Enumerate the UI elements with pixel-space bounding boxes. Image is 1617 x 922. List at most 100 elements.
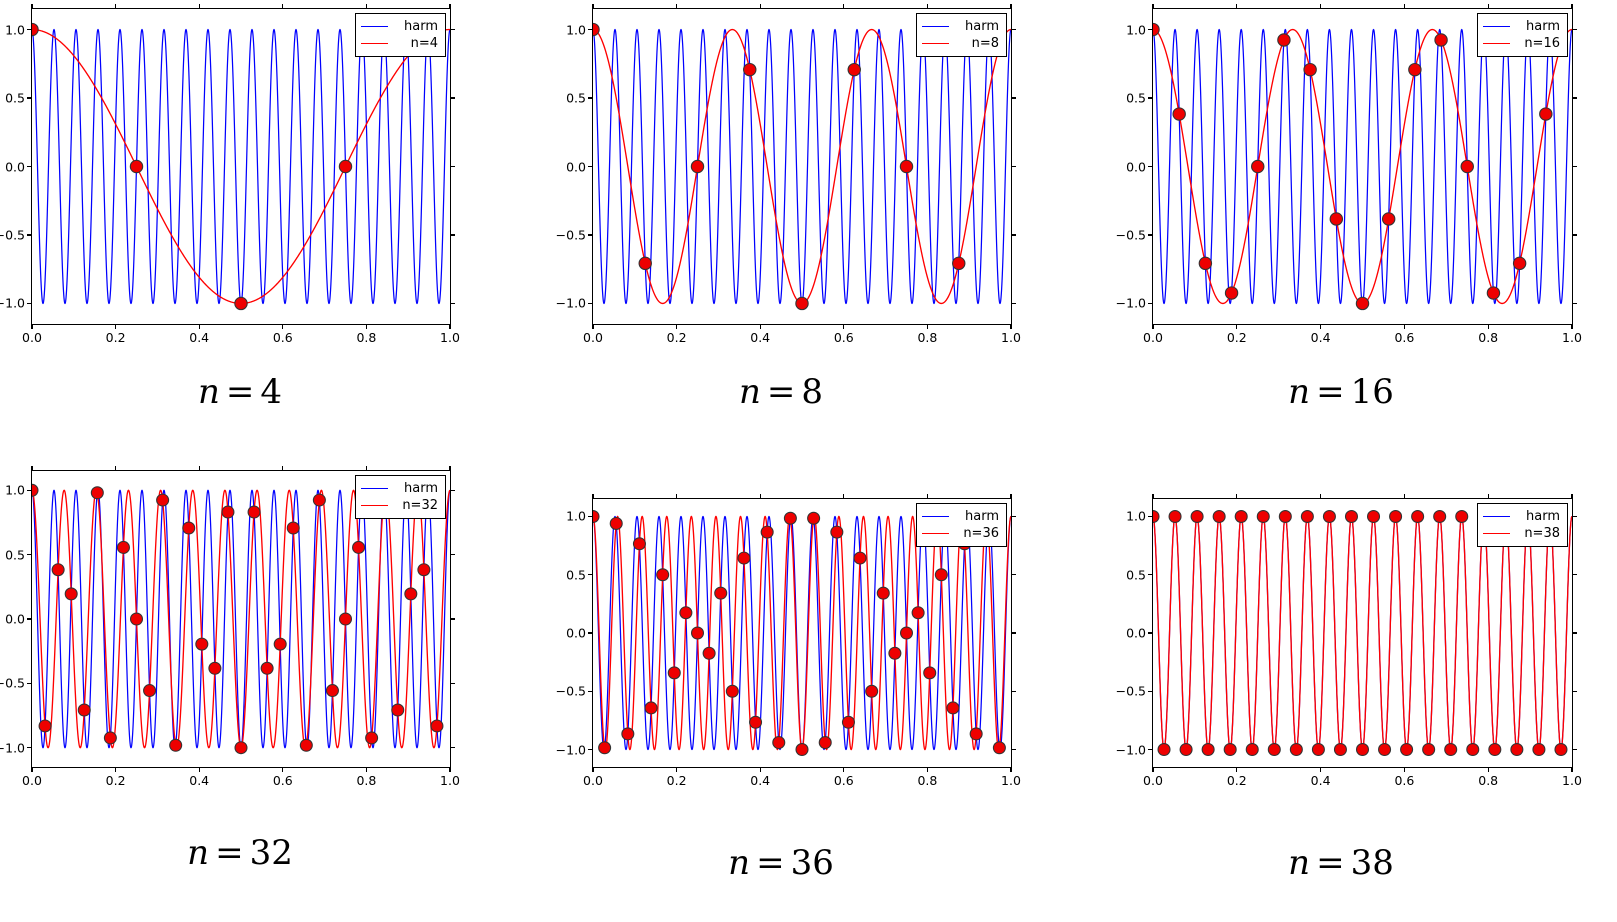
legend[interactable]: harm n=36 bbox=[916, 503, 1007, 547]
legend-item-harm[interactable]: harm bbox=[922, 508, 999, 525]
sample-marker bbox=[338, 159, 353, 174]
sample-marker bbox=[1488, 743, 1502, 757]
y-tick-label: −1.0 bbox=[0, 295, 25, 311]
sample-marker bbox=[260, 661, 274, 675]
legend[interactable]: harm n=4 bbox=[355, 13, 446, 57]
x-tick-mark-top bbox=[843, 4, 845, 9]
legend[interactable]: harm n=8 bbox=[916, 13, 1007, 57]
y-tick-mark-right bbox=[1011, 97, 1016, 99]
y-tick-mark bbox=[588, 302, 593, 305]
sample-marker bbox=[1344, 509, 1358, 523]
x-tick-mark-top bbox=[1487, 494, 1489, 499]
sample-marker bbox=[749, 715, 763, 729]
legend-item-samples[interactable]: n=38 bbox=[1483, 525, 1560, 542]
sample-marker bbox=[1303, 62, 1317, 77]
legend-line-swatch bbox=[922, 516, 949, 517]
legend-item-samples[interactable]: n=32 bbox=[361, 497, 438, 514]
sample-marker bbox=[391, 703, 405, 717]
y-tick-mark bbox=[27, 553, 32, 556]
x-tick-mark-top bbox=[1571, 4, 1573, 9]
curve-layer bbox=[593, 22, 1011, 311]
subplot-caption: n = 36 bbox=[541, 843, 1021, 883]
y-tick-label: 1.0 bbox=[566, 508, 586, 524]
y-tick-mark bbox=[588, 234, 593, 236]
legend-item-samples[interactable]: n=4 bbox=[361, 35, 438, 52]
sample-marker bbox=[195, 637, 209, 651]
sample-marker bbox=[847, 62, 861, 77]
y-tick-mark-right bbox=[1572, 234, 1577, 236]
y-tick-mark-right bbox=[450, 489, 455, 491]
sample-marker bbox=[1311, 743, 1325, 757]
sample-marker bbox=[865, 684, 879, 698]
x-tick-label: 0.8 bbox=[917, 330, 938, 345]
subplot-panel-n8: 1.0 0.5 0.0 −0.5 −1.0 0.0 0.2 0.4 0.6 0.8 1.0 harm n… bbox=[541, 0, 1021, 922]
plot-axes: 1.0 0.5 0.0 −0.5 −1.0 0.0 0.2 0.4 0.6 0.8 1.0 harm n… bbox=[556, 4, 1021, 345]
sample-marker bbox=[312, 493, 326, 507]
sample-marker bbox=[795, 743, 809, 757]
sample-marker bbox=[876, 586, 890, 600]
x-tick-mark-top bbox=[1487, 4, 1489, 9]
x-tick-label: 0.8 bbox=[356, 330, 377, 345]
sample-marker bbox=[208, 661, 222, 675]
sample-marker bbox=[1466, 743, 1480, 757]
x-tick-mark bbox=[592, 324, 594, 329]
legend-item-samples[interactable]: n=8 bbox=[922, 35, 999, 52]
x-tick-label: 0.4 bbox=[750, 773, 771, 788]
legend[interactable]: harm n=16 bbox=[1477, 13, 1568, 57]
y-tick-mark-right bbox=[1572, 165, 1577, 168]
legend-item-harm[interactable]: harm bbox=[1483, 508, 1560, 525]
legend-label: harm bbox=[1526, 19, 1560, 34]
legend-item-samples[interactable]: n=16 bbox=[1483, 35, 1560, 52]
sample-marker bbox=[1367, 509, 1381, 523]
x-tick-label: 1.0 bbox=[440, 330, 460, 345]
sample-marker bbox=[690, 626, 705, 640]
sample-marker bbox=[404, 587, 418, 601]
x-tick-mark bbox=[365, 324, 368, 329]
x-tick-mark-top bbox=[675, 494, 678, 499]
x-tick-mark bbox=[31, 324, 33, 329]
legend-item-samples[interactable]: n=36 bbox=[922, 525, 999, 542]
sample-marker bbox=[830, 525, 844, 539]
legend-item-harm[interactable]: harm bbox=[361, 18, 438, 35]
sample-marker bbox=[286, 521, 300, 535]
legend-item-harm[interactable]: harm bbox=[361, 480, 438, 497]
y-tick-label: 0.5 bbox=[566, 567, 586, 583]
x-tick-label: 0.6 bbox=[272, 330, 293, 345]
x-tick-mark-top bbox=[759, 494, 761, 499]
subplot-panel-n38: 1.0 0.5 0.0 −0.5 −1.0 0.0 0.2 0.4 0.6 0.8 1.0 harm n… bbox=[1101, 0, 1582, 922]
sample-marker bbox=[1389, 509, 1403, 523]
sample-marker bbox=[737, 551, 751, 565]
x-tick-label: 0.2 bbox=[666, 330, 687, 345]
x-tick-mark-top bbox=[114, 4, 117, 9]
y-tick-label: 1.0 bbox=[1126, 22, 1146, 38]
sample-marker bbox=[1444, 743, 1458, 757]
sample-marker bbox=[598, 741, 612, 755]
sample-marker bbox=[1223, 743, 1237, 757]
legend[interactable]: harm n=32 bbox=[355, 475, 446, 519]
x-tick-mark bbox=[1319, 767, 1322, 772]
y-tick-mark bbox=[1148, 748, 1153, 751]
x-tick-mark-top bbox=[282, 4, 284, 9]
subplot-caption: n = 8 bbox=[541, 372, 1021, 412]
sample-marker bbox=[656, 568, 670, 582]
sample-marker bbox=[1277, 33, 1291, 47]
y-tick-mark bbox=[588, 97, 593, 99]
caption-equals: = bbox=[1316, 843, 1345, 883]
y-tick-mark bbox=[588, 632, 593, 634]
sample-marker bbox=[667, 666, 681, 680]
sample-marker bbox=[1378, 743, 1392, 757]
sample-marker bbox=[632, 537, 646, 551]
x-tick-mark-top bbox=[1403, 4, 1406, 9]
sample-marker bbox=[899, 159, 914, 174]
x-tick-mark bbox=[1010, 767, 1012, 772]
subplot-panel-n16: 1.0 0.5 0.0 −0.5 −1.0 0.0 0.2 0.4 0.6 0.8 1.0 harm n… bbox=[1101, 0, 1582, 922]
sample-marker bbox=[841, 715, 855, 729]
y-tick-mark bbox=[27, 97, 32, 99]
y-tick-mark-right bbox=[450, 302, 455, 305]
caption-variable: n bbox=[197, 372, 220, 412]
legend-item-harm[interactable]: harm bbox=[922, 18, 999, 35]
legend[interactable]: harm n=38 bbox=[1477, 503, 1568, 547]
legend-item-harm[interactable]: harm bbox=[1483, 18, 1560, 35]
legend-label: harm bbox=[1526, 509, 1560, 524]
legend-line-swatch bbox=[361, 43, 388, 44]
